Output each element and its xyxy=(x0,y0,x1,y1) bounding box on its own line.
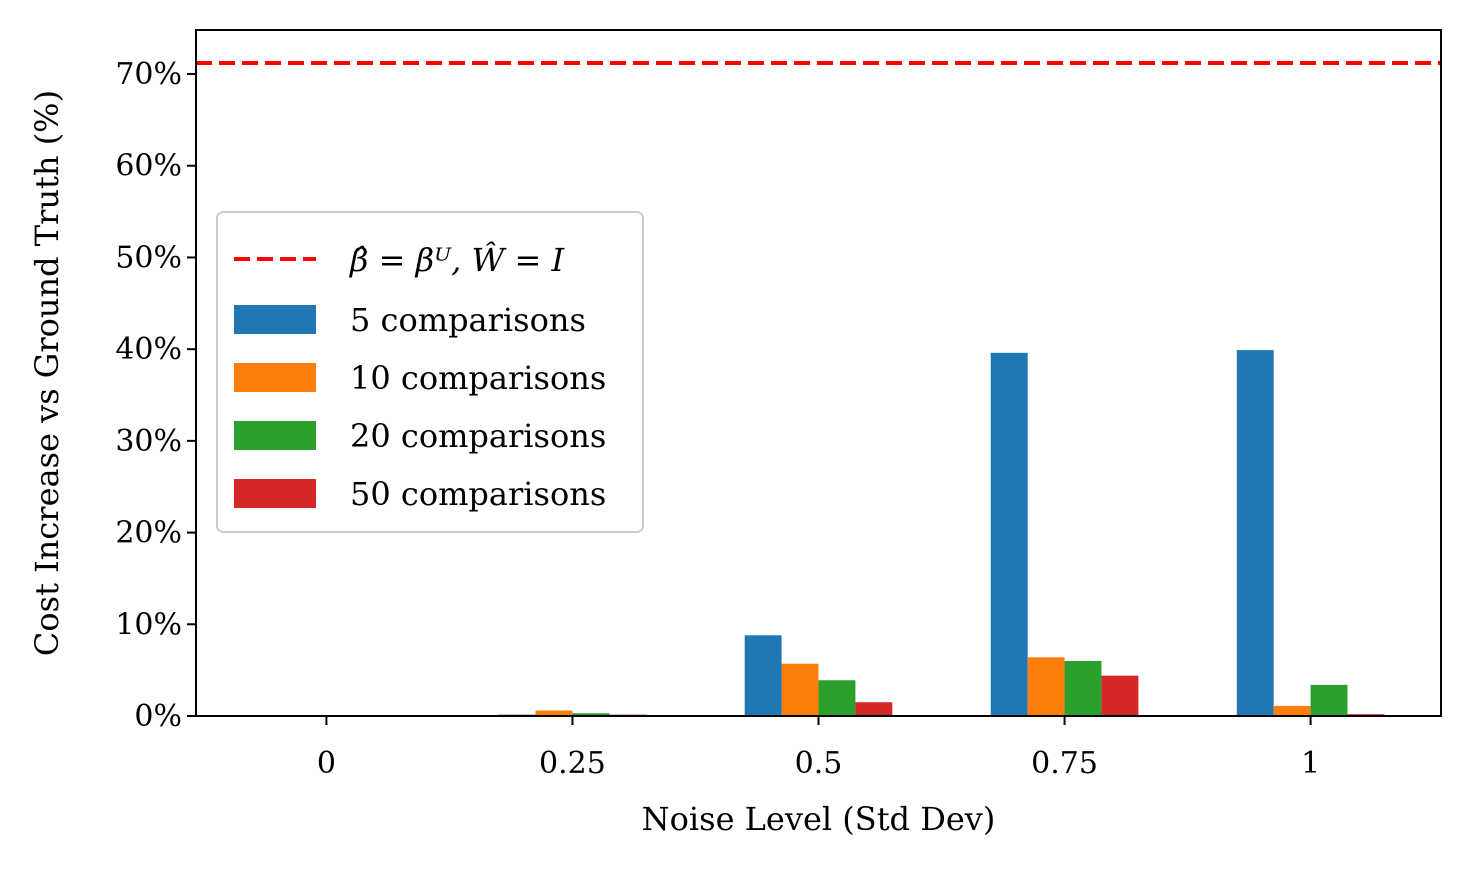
x-tick-label: 0.5 xyxy=(795,746,843,781)
bar-50-comparisons-0.5 xyxy=(855,702,893,716)
legend-swatch xyxy=(234,421,316,450)
bar-10-comparisons-0.75 xyxy=(1027,657,1065,716)
legend-label: 10 comparisons xyxy=(350,359,606,397)
bar-50-comparisons-0.75 xyxy=(1101,675,1139,716)
bar-10-comparisons-0.5 xyxy=(781,663,819,716)
x-tick-label: 0 xyxy=(317,746,336,781)
y-tick-label: 70% xyxy=(115,57,182,92)
legend-swatch xyxy=(234,479,316,508)
x-axis-label: Noise Level (Std Dev) xyxy=(642,800,996,838)
y-tick-label: 20% xyxy=(115,516,182,551)
legend-label: 5 comparisons xyxy=(350,301,586,339)
bar-10-comparisons-0.25 xyxy=(535,710,573,716)
legend: β̂ = βᵁ, Ŵ = I 5 comparisons 10 comparison… xyxy=(216,211,644,533)
y-axis: 0% 10% 20% 30% 40% 50% 60% 70% xyxy=(115,57,196,734)
x-tick-label: 1 xyxy=(1301,746,1320,781)
bar-10-comparisons-1 xyxy=(1273,705,1311,716)
bar-20-comparisons-0.25 xyxy=(572,713,610,716)
y-axis-label: Cost Increase vs Ground Truth (%) xyxy=(28,90,66,656)
legend-swatch xyxy=(234,305,316,334)
bar-5-comparisons-0.5 xyxy=(744,635,782,716)
legend-reference-label: β̂ = βᵁ, Ŵ = I xyxy=(349,241,566,279)
legend-label: 50 comparisons xyxy=(350,475,606,513)
y-tick-label: 50% xyxy=(115,240,182,275)
legend-box xyxy=(216,211,644,533)
bar-20-comparisons-0.5 xyxy=(818,680,856,716)
y-tick-label: 0% xyxy=(134,699,182,734)
y-tick-label: 30% xyxy=(115,424,182,459)
x-tick-label: 0.75 xyxy=(1031,746,1098,781)
x-axis: 0 0.25 0.5 0.75 1 xyxy=(317,716,1320,781)
bar-5-comparisons-1 xyxy=(1236,350,1274,716)
y-tick-label: 60% xyxy=(115,149,182,184)
y-tick-label: 40% xyxy=(115,332,182,367)
x-tick-label: 0.25 xyxy=(539,746,606,781)
bars-group xyxy=(498,350,1385,716)
y-tick-label: 10% xyxy=(115,607,182,642)
legend-label: 20 comparisons xyxy=(350,417,606,455)
bar-20-comparisons-1 xyxy=(1310,684,1348,716)
bar-5-comparisons-0.75 xyxy=(990,352,1028,716)
bar-20-comparisons-0.75 xyxy=(1064,660,1102,716)
legend-swatch xyxy=(234,363,316,392)
